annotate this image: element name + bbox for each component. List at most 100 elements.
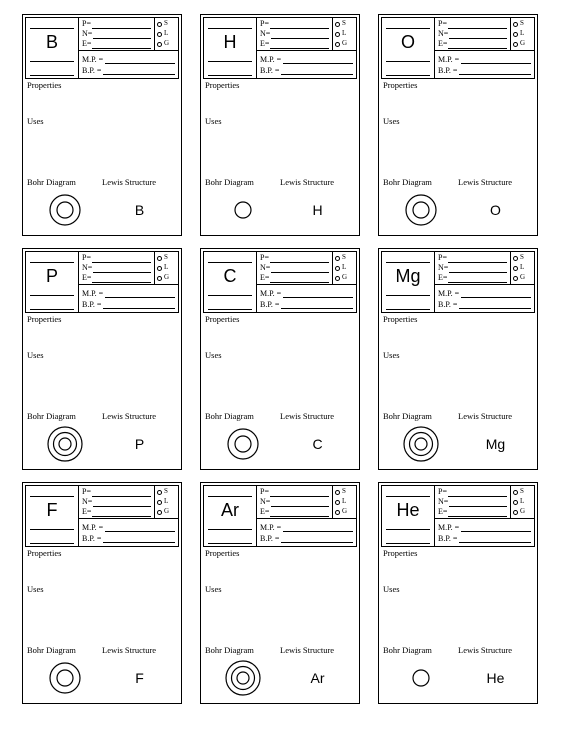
neutrons-blank	[93, 31, 151, 39]
mass-blank	[30, 54, 74, 62]
radio-icon	[335, 266, 340, 271]
radio-icon	[335, 32, 340, 37]
properties-label: Properties	[203, 547, 357, 559]
mp-label: M.P. =	[260, 55, 281, 64]
bp-label: B.P. =	[260, 534, 279, 543]
state-box: S L G	[333, 251, 357, 285]
lewis-symbol: C	[280, 423, 355, 465]
radio-icon	[157, 490, 162, 495]
electrons-label: E=	[260, 507, 269, 517]
element-symbol: C	[224, 266, 237, 286]
properties-label: Properties	[381, 547, 535, 559]
radio-icon	[513, 500, 518, 505]
bohr-diagram	[27, 423, 102, 465]
symbol-box: F	[25, 485, 79, 547]
mp-label: M.P. =	[438, 523, 459, 532]
atomic-number-blank	[386, 21, 430, 29]
properties-label: Properties	[25, 547, 179, 559]
neutrons-label: N=	[438, 497, 448, 507]
mp-bp-box: M.P. = B.P. =	[79, 285, 179, 313]
bp-label: B.P. =	[260, 66, 279, 75]
element-card: Ar P= N= E= S L G	[200, 482, 360, 704]
bp-blank	[281, 67, 353, 75]
protons-label: P=	[82, 253, 91, 263]
solid-label: S	[342, 19, 346, 28]
properties-label: Properties	[381, 79, 535, 91]
radio-icon	[335, 22, 340, 27]
element-symbol: Ar	[221, 500, 239, 520]
element-symbol: O	[401, 32, 415, 52]
liquid-label: L	[164, 29, 168, 38]
bp-label: B.P. =	[438, 534, 457, 543]
mp-label: M.P. =	[260, 289, 281, 298]
right-column: P= N= E= S L G M.P. = B.P. =	[79, 17, 179, 79]
mp-bp-box: M.P. = B.P. =	[435, 519, 535, 547]
radio-icon	[157, 500, 162, 505]
solid-label: S	[164, 19, 168, 28]
bottom-area: Ar	[205, 657, 355, 699]
right-column: P= N= E= S L G M.P. = B.P. =	[79, 485, 179, 547]
bohr-label: Bohr Diagram	[205, 177, 280, 187]
name-blank	[30, 68, 74, 76]
atomic-number-blank	[30, 489, 74, 497]
symbol-box: C	[203, 251, 257, 313]
properties-label: Properties	[25, 79, 179, 91]
neutrons-blank	[449, 499, 507, 507]
bottom-labels: Bohr Diagram Lewis Structure	[27, 645, 177, 655]
element-card: Mg P= N= E= S L G	[378, 248, 538, 470]
mp-blank	[105, 290, 175, 298]
bohr-diagram	[205, 657, 280, 699]
card-top: Mg P= N= E= S L G	[381, 251, 535, 313]
pne-box: P= N= E=	[435, 251, 511, 285]
gas-label: G	[342, 39, 347, 48]
name-blank	[208, 302, 252, 310]
right-top: P= N= E= S L G	[435, 17, 535, 51]
mp-bp-box: M.P. = B.P. =	[79, 519, 179, 547]
radio-icon	[513, 510, 518, 515]
protons-blank	[92, 21, 151, 29]
bp-blank	[103, 301, 175, 309]
solid-label: S	[520, 253, 524, 262]
bottom-area: H	[205, 189, 355, 231]
gas-label: G	[164, 507, 169, 516]
solid-label: S	[342, 253, 346, 262]
mp-label: M.P. =	[438, 55, 459, 64]
mp-label: M.P. =	[260, 523, 281, 532]
electrons-blank	[92, 41, 151, 49]
mp-bp-box: M.P. = B.P. =	[257, 519, 357, 547]
electrons-blank	[270, 509, 329, 517]
mp-blank	[283, 524, 353, 532]
pne-box: P= N= E=	[79, 251, 155, 285]
mass-blank	[30, 522, 74, 530]
mp-blank	[283, 290, 353, 298]
pne-box: P= N= E=	[79, 485, 155, 519]
mp-blank	[105, 56, 175, 64]
element-symbol: H	[224, 32, 237, 52]
mass-blank	[208, 54, 252, 62]
atomic-number-blank	[30, 255, 74, 263]
radio-icon	[513, 32, 518, 37]
mp-bp-box: M.P. = B.P. =	[257, 285, 357, 313]
bottom-labels: Bohr Diagram Lewis Structure	[205, 177, 355, 187]
electrons-blank	[270, 275, 329, 283]
right-top: P= N= E= S L G	[435, 251, 535, 285]
gas-label: G	[342, 273, 347, 282]
bohr-diagram	[205, 423, 280, 465]
name-blank	[386, 68, 430, 76]
mass-blank	[208, 522, 252, 530]
solid-label: S	[520, 487, 524, 496]
electrons-label: E=	[438, 273, 447, 283]
lewis-symbol: B	[102, 189, 177, 231]
bohr-label: Bohr Diagram	[27, 177, 102, 187]
bottom-labels: Bohr Diagram Lewis Structure	[27, 177, 177, 187]
bp-label: B.P. =	[438, 66, 457, 75]
mass-blank	[30, 288, 74, 296]
lewis-symbol: P	[102, 423, 177, 465]
card-top: P P= N= E= S L G	[25, 251, 179, 313]
radio-icon	[157, 510, 162, 515]
bp-label: B.P. =	[260, 300, 279, 309]
liquid-label: L	[520, 29, 524, 38]
symbol-box: B	[25, 17, 79, 79]
bohr-diagram	[27, 657, 102, 699]
name-blank	[30, 536, 74, 544]
